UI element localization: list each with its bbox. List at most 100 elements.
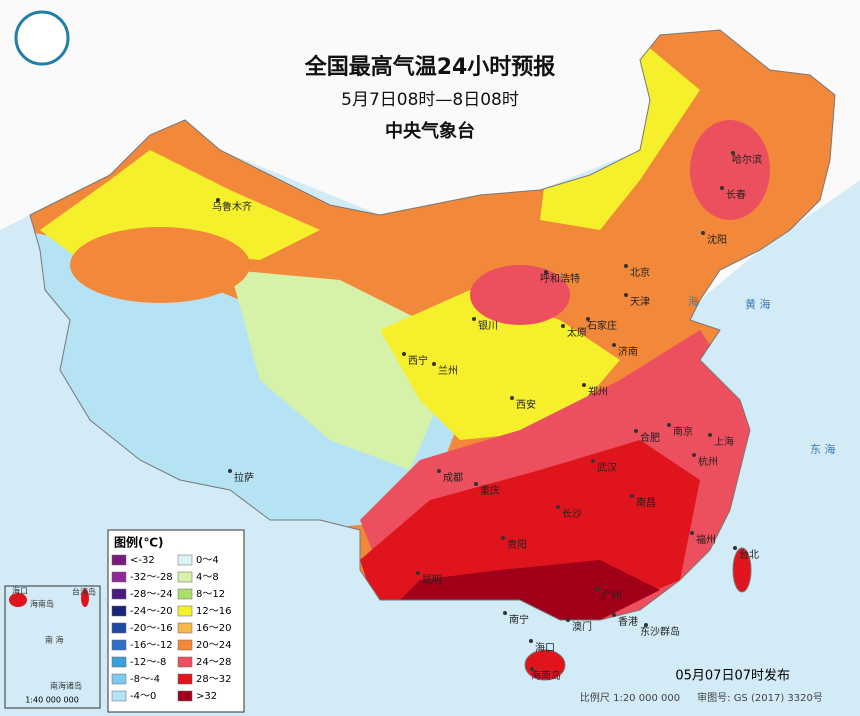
approval: 审图号: GS (2017) 3320号 [697, 691, 823, 704]
city-label: 西安 [516, 398, 536, 411]
legend-swatch [177, 639, 193, 651]
city-dot [630, 494, 634, 498]
city-label: 济南 [618, 345, 638, 358]
inset-taiwan [81, 589, 89, 607]
city-label: 郑州 [588, 385, 608, 398]
legend-label: -12～-8 [130, 657, 166, 668]
city-label: 合肥 [640, 431, 660, 444]
city-label: 贵阳 [507, 538, 527, 551]
city-dot [501, 536, 505, 540]
legend-swatch [111, 639, 127, 651]
legend-swatch [177, 605, 193, 617]
city-dot [556, 505, 560, 509]
title: 全国最高气温24小时预报 [304, 54, 556, 80]
legend-swatch [111, 588, 127, 600]
city-label: 杭州 [698, 455, 718, 468]
legend-swatch [111, 656, 127, 668]
legend-label: -4～0 [130, 691, 156, 702]
scale: 比例尺 1:20 000 000 [580, 691, 680, 704]
city-dot [474, 482, 478, 486]
city-dot [228, 469, 232, 473]
legend-swatch [177, 554, 193, 566]
city-label: 武汉 [597, 461, 617, 474]
city-dot [432, 362, 436, 366]
city-label: 长沙 [562, 508, 582, 520]
city-dot [596, 587, 600, 591]
taiwan [732, 547, 752, 593]
city-dot [708, 433, 712, 437]
city-dot [624, 264, 628, 268]
legend-label: -32～-28 [130, 572, 173, 583]
legend-label: -24～-20 [130, 606, 173, 617]
inset-label: 南海诸岛 [50, 681, 82, 691]
city-dot [566, 618, 570, 622]
city-dot [529, 639, 533, 643]
legend: 图例(℃) <-32 -32～-28 -28～-24 -24～-20 -20～-16 -1… [107, 529, 245, 713]
city-label: 广州 [602, 590, 622, 602]
inset-scale: 1:40 000 000 [25, 696, 79, 705]
legend-swatch [111, 571, 127, 583]
legend-swatch [177, 588, 193, 600]
city-dot [634, 429, 638, 433]
city-dot [692, 453, 696, 457]
legend-swatch [111, 622, 127, 634]
inset-hainan [9, 593, 27, 607]
legend-label: 0～4 [196, 555, 219, 566]
legend-label: -28～-24 [130, 589, 173, 600]
legend-label: 12～16 [196, 606, 231, 617]
legend-swatch [177, 690, 193, 702]
legend-label: 28～32 [196, 674, 231, 685]
sea-label: 海 [688, 294, 699, 308]
city-dot [644, 623, 648, 627]
subtitle: 5月7日08时—8日08时 [341, 90, 519, 110]
inset-label: 台湾岛 [72, 587, 96, 597]
city-label: 澳门 [572, 620, 592, 633]
city-dot [733, 546, 737, 550]
city-dot [510, 396, 514, 400]
city-label: 乌鲁木齐 [212, 200, 252, 213]
city-label: 沈阳 [707, 233, 727, 246]
city-label: 兰州 [438, 364, 458, 377]
city-dot [591, 459, 595, 463]
city-label: 香港 [618, 616, 638, 628]
city-dot [690, 531, 694, 535]
hainan [524, 649, 566, 681]
legend-label: 24～28 [196, 657, 231, 668]
city-label: 东沙群岛 [640, 625, 680, 638]
city-label: 昆明 [422, 574, 442, 586]
city-dot [624, 293, 628, 297]
city-label: 北京 [630, 266, 650, 279]
city-dot [612, 343, 616, 347]
city-dot [586, 317, 590, 321]
city-dot [472, 317, 476, 321]
city-dot [402, 352, 406, 356]
issuer: 中央气象台 [385, 120, 475, 142]
legend-label: 20～24 [196, 640, 231, 651]
city-dot [731, 151, 735, 155]
legend-label: 16～20 [196, 623, 231, 634]
city-label: 重庆 [480, 484, 500, 497]
legend-title: 图例(℃) [114, 535, 164, 550]
city-label: 台北 [739, 548, 759, 561]
legend-label: 4～8 [196, 572, 219, 583]
city-label: 南昌 [636, 496, 656, 509]
issued: 05月07日07时发布 [675, 668, 790, 684]
city-dot [437, 469, 441, 473]
city-dot [416, 571, 420, 575]
city-dot [503, 611, 507, 615]
city-label: 哈尔滨 [732, 153, 762, 166]
city-dot [216, 198, 220, 202]
city-label: 西宁 [408, 354, 428, 367]
city-dot [544, 270, 548, 274]
city-label: 石家庄 [587, 319, 617, 332]
city-label: 福州 [696, 533, 716, 546]
city-dot [612, 613, 616, 617]
legend-label: <-32 [130, 555, 155, 566]
city-label: 海口 [535, 641, 555, 654]
city-label: 呼和浩特 [540, 273, 580, 285]
city-label: 海南岛 [531, 669, 561, 682]
inset-label: 海口 [12, 586, 28, 596]
